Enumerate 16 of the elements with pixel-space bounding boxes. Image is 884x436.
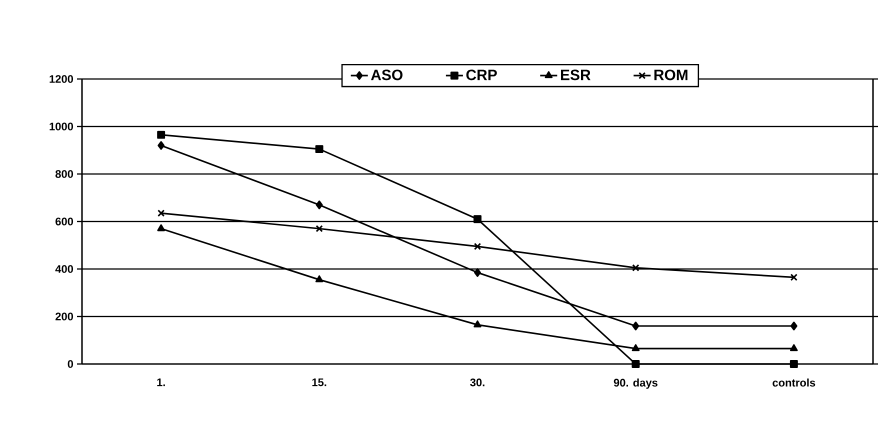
y-tick-label: 600 <box>56 218 74 226</box>
x-tick-label: 1. <box>157 378 165 386</box>
x-tick-label: 15. <box>312 378 326 386</box>
legend-label: ROM <box>654 70 688 80</box>
y-tick-label: 200 <box>56 312 74 320</box>
y-tick-label: 1200 <box>50 75 74 83</box>
x-tick-label: 90. days <box>614 378 658 389</box>
y-tick-label: 1000 <box>50 122 74 130</box>
legend-label: ESR <box>560 70 591 80</box>
y-tick-label: 400 <box>55 265 74 273</box>
y-tick-label: 0 <box>68 360 74 368</box>
legend-label: CRP <box>466 70 497 80</box>
x-tick-label: controls <box>772 378 816 387</box>
legend-label: ASO <box>371 70 402 80</box>
y-tick-label: 800 <box>55 170 74 178</box>
x-tick-label: 30. <box>470 378 484 386</box>
